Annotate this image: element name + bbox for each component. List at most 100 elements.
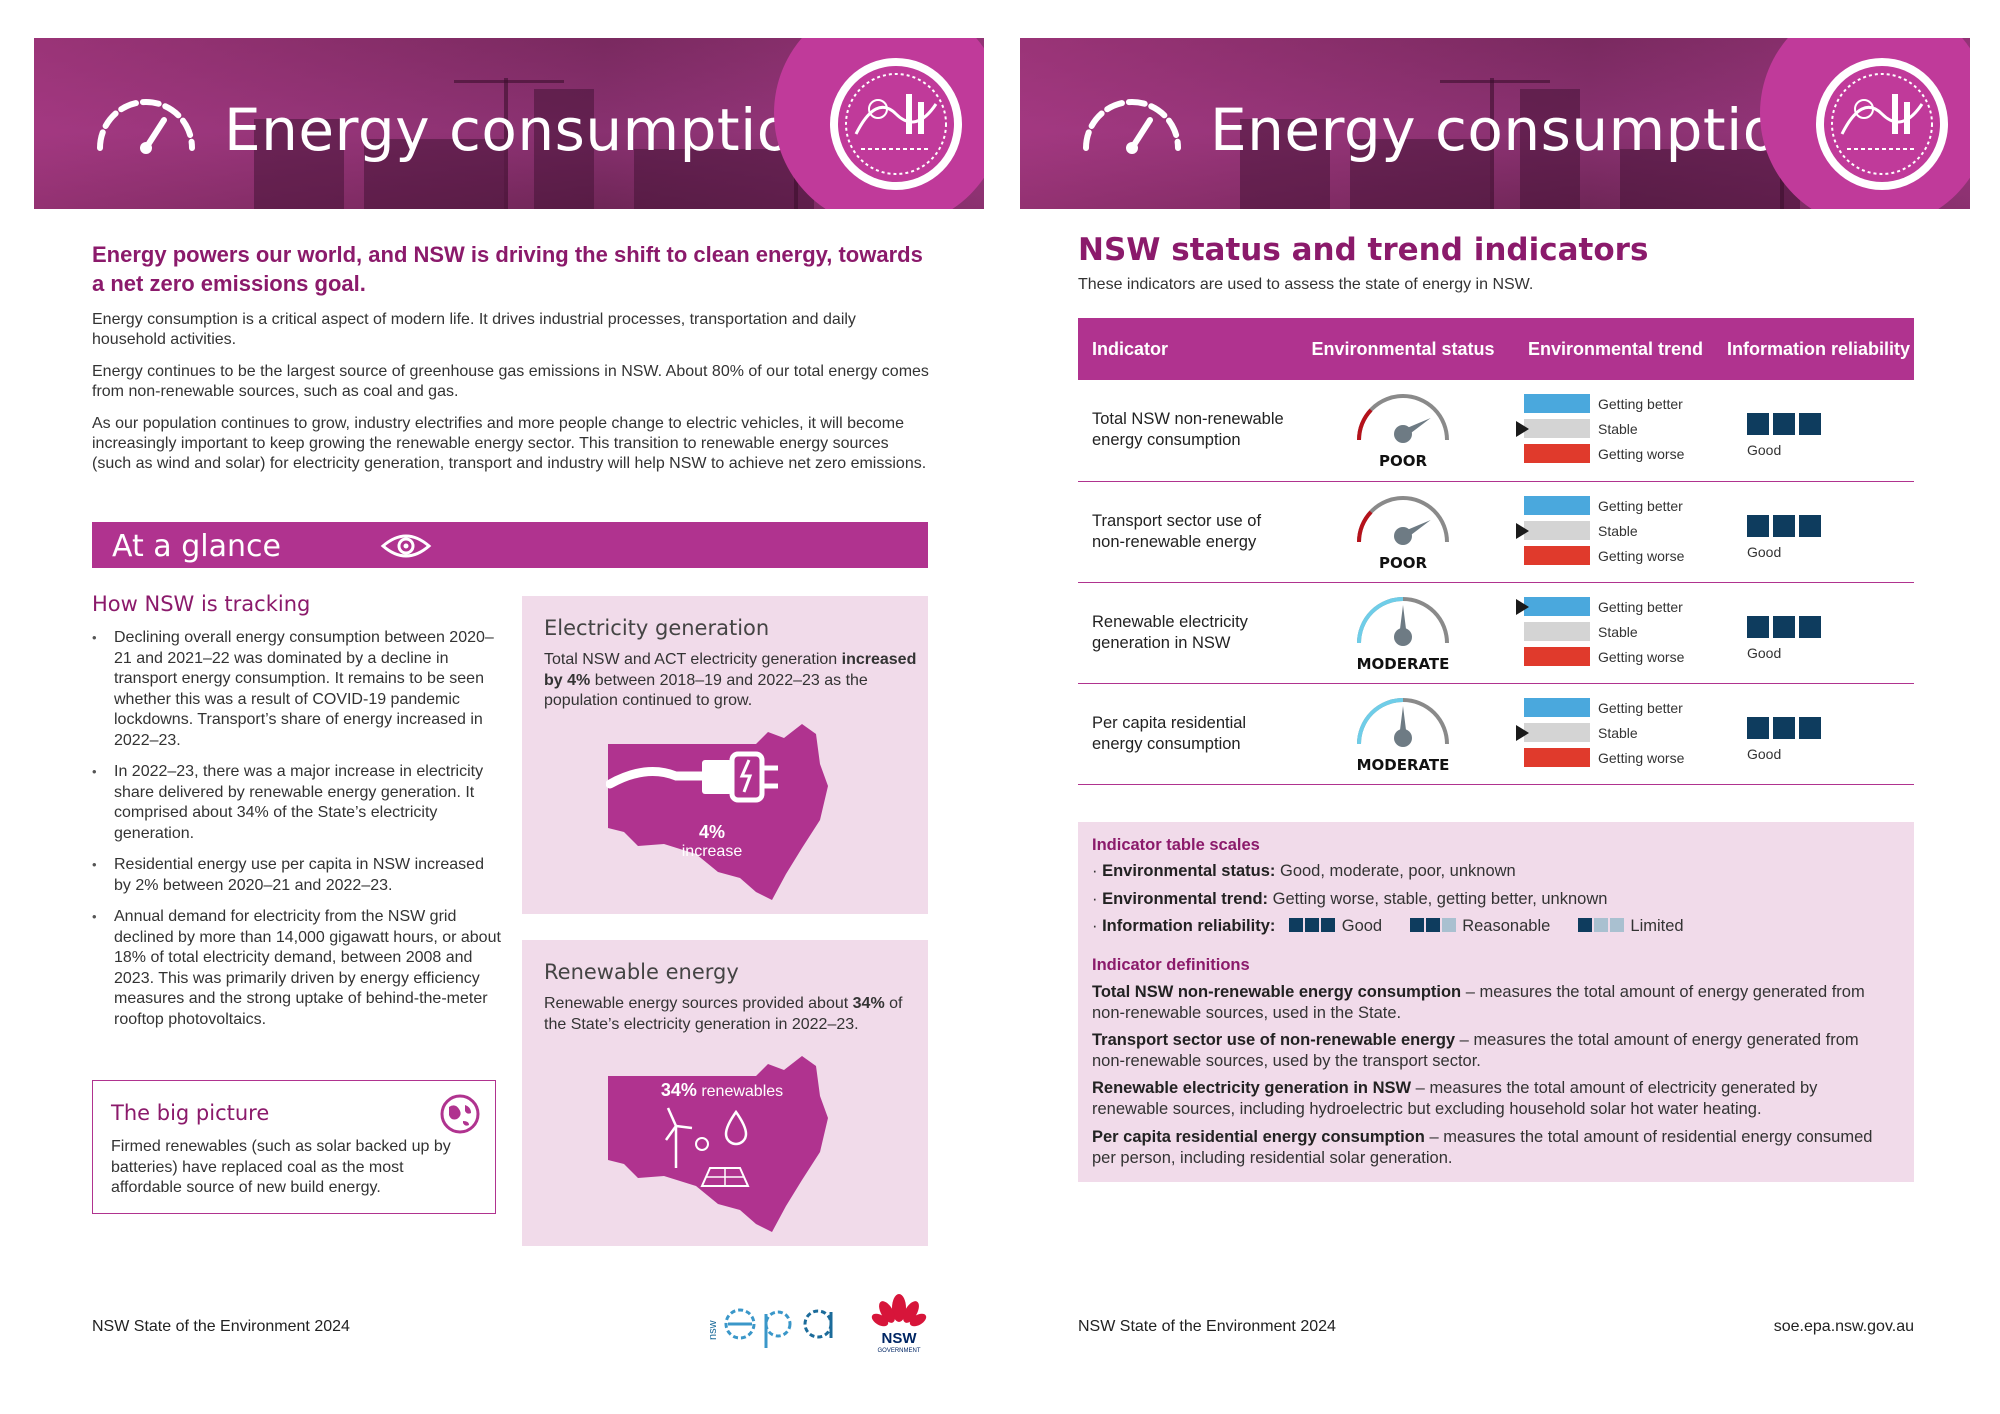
definitions-heading: Indicator definitions [1092,956,1250,974]
list-item: Declining overall energy consumption bet… [92,628,502,751]
table-row: Transport sector use of non-renewable en… [1078,481,1914,583]
reliability-label: Good [1747,442,1782,459]
reliability-label: Good [1747,543,1782,560]
gauge-icon [1083,99,1181,154]
reliability-square [1773,413,1795,436]
banner-title: Energy consumption [1210,96,1817,164]
table-header-row: Indicator Environmental status Environme… [1078,318,1914,380]
seal-logo [830,58,962,190]
banner: Energy consumption [34,38,984,209]
definition-item: Total NSW non-renewable energy consumpti… [1092,983,1865,1022]
trend-option: Getting better [1524,394,1744,414]
reliability-square [1747,716,1769,739]
reliability-indicator: Good [1723,583,1914,683]
status-gauge: POOR [1298,380,1508,480]
definition-item: Per capita residential energy consumptio… [1092,1128,1873,1167]
status-subheading: These indicators are used to assess the … [1078,276,1534,293]
status-heading: NSW status and trend indicators [1078,232,1649,268]
trend-label: Getting better [1598,598,1683,615]
col-header-reliability: Information reliability [1723,318,1914,380]
trend-label: Getting better [1598,396,1683,413]
table-row: Per capita residential energy consumptio… [1078,683,1914,785]
trend-label: Getting worse [1598,648,1685,665]
footer-text: NSW State of the Environment 2024 [92,1318,350,1335]
trend-option: Getting worse [1524,646,1744,667]
indicator-scales-box: Indicator table scales · Environmental s… [1078,822,1914,1182]
trend-label: Getting better [1598,699,1683,716]
nsw-map-electricity [606,724,828,900]
status-gauge: MODERATE [1298,583,1508,683]
intro-paragraph-2: Energy continues to be the largest sourc… [92,363,929,400]
col-header-indicator: Indicator [1078,318,1298,380]
svg-text:NSW: NSW [882,1330,918,1347]
seal-logo [1816,58,1948,190]
trend-arrow-icon [1516,421,1529,438]
waratah-icon [871,1294,927,1327]
col-header-trend: Environmental trend [1508,318,1723,380]
gauge-icon [1357,394,1449,444]
trend-indicator: Getting better Stable Getting worse [1508,380,1723,480]
renewable-map-caption: renewables [701,1083,784,1100]
electricity-card: Electricity generation Total NSW and ACT… [522,596,928,914]
definition-item: Transport sector use of non-renewable en… [1092,1031,1859,1070]
reliability-square [1799,514,1821,537]
big-picture-text: Firmed renewables (such as solar backed … [111,1138,451,1196]
at-a-glance-title: At a glance [112,529,281,564]
trend-option: Stable [1516,419,1744,439]
nsw-government-logo: NSW GOVERNMENT [871,1294,927,1354]
left-page: Energy consumption Energy powers our wor… [0,0,1000,1414]
list-item: Annual demand for electricity from the N… [92,907,502,1030]
scale-status: · Environmental status: Good, moderate, … [1092,862,1516,880]
reliability-square [1799,615,1821,638]
banner-title: Energy consumption [224,96,831,164]
big-picture-box: The big picture Firmed renewables (such … [92,1080,496,1214]
col-header-status: Environmental status [1298,318,1508,380]
scale-trend: · Environmental trend: Getting worse, st… [1092,890,1608,908]
globe-icon [440,1094,480,1134]
intro-paragraph-1: Energy consumption is a critical aspect … [92,311,856,348]
list-item: In 2022–23, there was a major increase i… [92,762,502,844]
lead-text: Energy powers our world, and NSW is driv… [92,242,923,296]
status-label: POOR [1378,553,1428,572]
trend-label: Getting worse [1598,446,1685,463]
trend-option: Getting better [1516,596,1744,617]
status-label: MODERATE [1356,654,1450,673]
status-label: MODERATE [1356,755,1450,774]
banner: Energy consumption [1020,38,1970,209]
indicator-name: Renewable electricity generation in NSW [1078,582,1298,684]
gauge-icon [97,99,195,154]
trend-label: Getting worse [1598,749,1685,766]
indicator-name: Per capita residential energy consumptio… [1078,683,1298,785]
trend-indicator: Getting better Stable Getting worse [1508,583,1723,683]
footer-url: soe.epa.nsw.gov.au [1773,1318,1914,1335]
trend-indicator: Getting better Stable Getting worse [1508,482,1723,582]
right-page: Energy consumption NSW status and trend … [1000,0,2000,1414]
trend-option: Getting better [1524,697,1744,718]
table-row: Total NSW non-renewable energy consumpti… [1078,380,1914,482]
trend-option: Getting worse [1524,747,1744,768]
trend-option: Getting worse [1524,545,1744,566]
reliability-square [1747,514,1769,537]
trend-arrow-icon [1516,598,1529,615]
reliability-square [1773,716,1795,739]
reliability-square [1799,413,1821,436]
tracking-heading: How NSW is tracking [92,592,311,616]
status-label: POOR [1378,452,1428,471]
electricity-map-caption: increase [681,843,743,860]
nsw-map-renewable [608,1056,828,1232]
renewable-card-title: Renewable energy [544,960,739,984]
trend-option: Getting worse [1524,444,1744,464]
trend-indicator: Getting better Stable Getting worse [1508,684,1723,784]
reliability-indicator: Good [1723,684,1914,784]
reliability-square [1773,615,1795,638]
scales-heading: Indicator table scales [1092,836,1260,854]
gauge-icon [1357,495,1449,545]
indicator-name: Transport sector use of non-renewable en… [1078,481,1298,583]
reliability-square [1747,413,1769,436]
renewable-card: Renewable energy Renewable energy source… [522,940,928,1246]
status-gauge: MODERATE [1298,684,1508,784]
trend-label: Stable [1598,724,1638,741]
indicator-table: Indicator Environmental status Environme… [1078,318,1914,785]
electricity-card-title: Electricity generation [544,616,770,640]
trend-label: Stable [1598,623,1638,640]
